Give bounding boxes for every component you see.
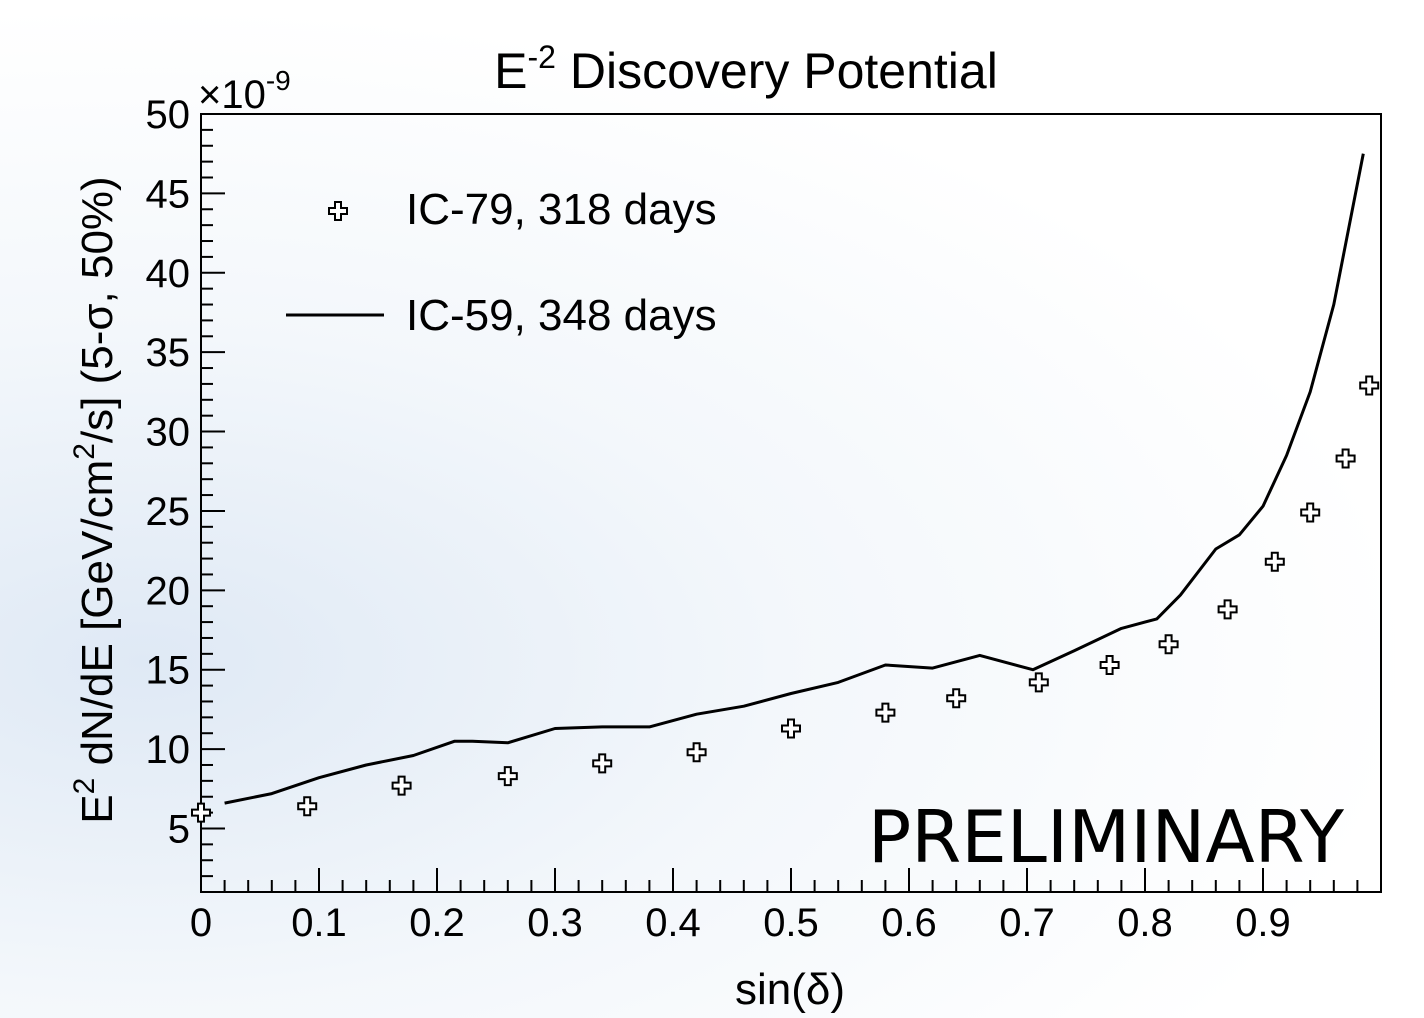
x-tick-label: 0.9 [1235, 901, 1291, 945]
x-tick-label: 0.7 [999, 901, 1055, 945]
data-point-ic79 [1158, 634, 1179, 655]
y-tick-label: 40 [146, 252, 191, 296]
series-ic79 [191, 375, 1380, 823]
series-line-ic59 [224, 153, 1365, 805]
plot-frame [200, 113, 1382, 893]
y-tick-label: 30 [146, 411, 191, 455]
data-point-ic79 [875, 702, 896, 723]
x-tick-label: 0 [190, 901, 212, 945]
legend-marker-ic79 [328, 201, 348, 221]
data-point-ic79 [686, 742, 707, 763]
y-tick-label: 10 [146, 728, 191, 772]
data-point-ic79 [1217, 599, 1238, 620]
axis-ticks [200, 113, 1382, 893]
data-point-ic79 [1359, 375, 1380, 396]
y-axis-exponent: ×10-9 [198, 65, 291, 117]
legend-label-ic79: IC-79, 318 days [406, 185, 717, 234]
x-tick-label: 0.8 [1117, 901, 1173, 945]
x-tick-label: 0.6 [881, 901, 937, 945]
data-point-ic79 [592, 753, 613, 774]
y-tick-label: 35 [146, 331, 191, 375]
x-axis-label: sin(δ) [735, 965, 845, 1014]
x-tick-label: 0.5 [763, 901, 819, 945]
data-point-ic79 [191, 802, 211, 823]
y-tick-label: 50 [146, 93, 191, 137]
data-point-ic79 [1028, 672, 1049, 693]
y-tick-label: 45 [146, 172, 191, 216]
data-point-ic79 [1300, 502, 1321, 523]
data-point-ic79 [1264, 551, 1285, 572]
chart-title: E-2 Discovery Potential [494, 39, 998, 99]
y-tick-label: 25 [146, 490, 191, 534]
legend: IC-79, 318 days IC-59, 348 days [286, 185, 717, 340]
y-tick-label: 20 [146, 569, 191, 613]
data-point-ic79 [391, 775, 412, 796]
axis-tick-labels: 0 0.1 0.2 0.3 0.4 0.5 0.6 0.7 0.8 0.9 5 10 15 20 25 30 3… [146, 93, 1291, 945]
y-tick-label: 5 [168, 807, 190, 851]
x-tick-label: 0.4 [645, 901, 701, 945]
preliminary-annotation: PRELIMINARY [868, 795, 1345, 879]
data-point-ic79 [1099, 655, 1120, 675]
data-point-ic79 [1335, 448, 1356, 469]
legend-label-ic59: IC-59, 348 days [406, 291, 717, 340]
data-point-ic79 [497, 766, 518, 787]
x-tick-label: 0.2 [409, 901, 465, 945]
data-point-ic79 [297, 796, 318, 817]
y-tick-label: 15 [146, 649, 191, 693]
x-tick-label: 0.3 [527, 901, 583, 945]
y-axis-label: E2 dN/dE [GeV/cm2/s] (5-σ, 50%) [68, 176, 122, 823]
data-point-ic79 [781, 718, 801, 739]
x-tick-label: 0.1 [291, 901, 347, 945]
series-ic59 [224, 153, 1365, 805]
data-point-ic79 [946, 688, 967, 709]
